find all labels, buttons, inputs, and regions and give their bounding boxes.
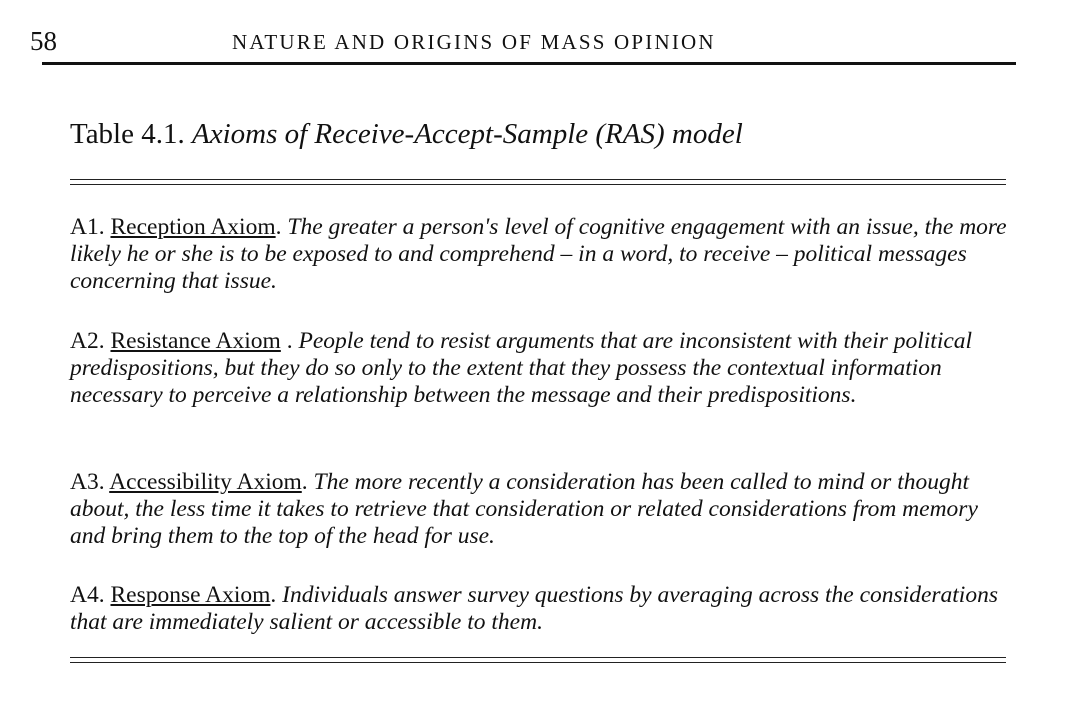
axiom-name: Reception Axiom <box>110 214 276 240</box>
axiom-text: Individuals answer survey questions by a… <box>70 582 998 635</box>
axiom-a4: A4. Response Axiom. Individuals answer s… <box>70 582 998 635</box>
header-rule <box>42 62 1016 65</box>
table-title: Table 4.1. Axioms of Receive-Accept-Samp… <box>70 118 743 151</box>
table-bottom-rule <box>70 657 1006 663</box>
axiom-text: People tend to resist arguments that are… <box>70 328 973 408</box>
axiom-name: Response Axiom <box>110 582 271 608</box>
axiom-id: A3. <box>70 469 105 495</box>
running-title: NATURE AND ORIGINS OF MASS OPINION <box>232 30 716 54</box>
table-label: Table 4.1. <box>70 118 185 150</box>
table-caption: Axioms of Receive-Accept-Sample (RAS) mo… <box>192 118 743 150</box>
axiom-id: A2. <box>70 328 105 354</box>
axiom-text: The greater a person's level of cognitiv… <box>70 214 1007 294</box>
axiom-a1: A1. Reception Axiom. The greater a perso… <box>70 214 1007 294</box>
axiom-name: Resistance Axiom <box>110 328 281 354</box>
page-number: 58 <box>30 26 57 56</box>
axiom-name: Accessibility Axiom <box>109 469 302 495</box>
table-top-rule <box>70 179 1006 185</box>
axiom-text: The more recently a consideration has be… <box>70 469 978 549</box>
axiom-a2: A2. Resistance Axiom . People tend to re… <box>70 328 973 408</box>
axiom-a3: A3. Accessibility Axiom. The more recent… <box>70 469 978 549</box>
axiom-id: A4. <box>70 582 105 608</box>
axiom-id: A1. <box>70 214 105 240</box>
